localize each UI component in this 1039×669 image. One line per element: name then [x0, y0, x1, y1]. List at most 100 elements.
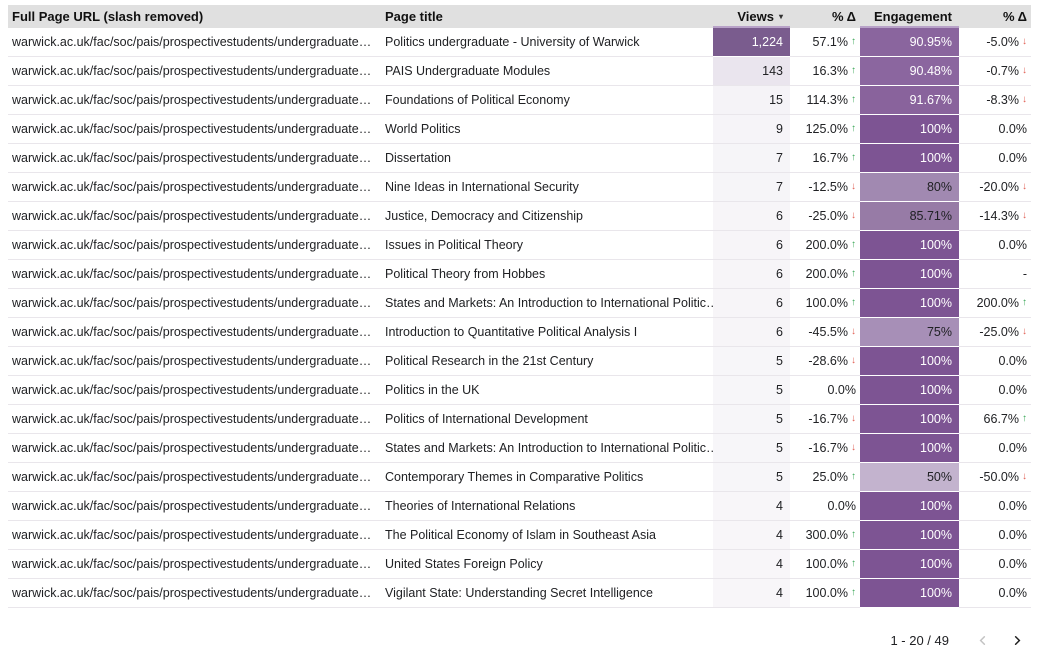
cell-engagement-delta: - — [959, 260, 1031, 289]
cell-url: warwick.ac.uk/fac/soc/pais/prospectivest… — [8, 144, 380, 173]
cell-views-delta: 100.0% ↑ — [790, 550, 860, 579]
table-row: warwick.ac.uk/fac/soc/pais/prospectivest… — [8, 173, 1031, 202]
cell-page-title: States and Markets: An Introduction to I… — [380, 434, 713, 463]
cell-url: warwick.ac.uk/fac/soc/pais/prospectivest… — [8, 289, 380, 318]
cell-url: warwick.ac.uk/fac/soc/pais/prospectivest… — [8, 260, 380, 289]
cell-engagement-delta: -14.3% ↓ — [959, 202, 1031, 231]
delta-arrow-icon: ↓ — [851, 181, 856, 192]
delta-arrow-icon: ↓ — [1022, 94, 1027, 105]
sort-desc-icon: ▾ — [778, 11, 783, 21]
table-header-row: Full Page URL (slash removed) Page title… — [8, 5, 1031, 28]
cell-views-delta: -45.5% ↓ — [790, 318, 860, 347]
delta-arrow-icon: ↓ — [1022, 181, 1027, 192]
delta-arrow-icon: ↑ — [1022, 297, 1027, 308]
cell-engagement: 100% — [860, 289, 959, 318]
cell-engagement: 100% — [860, 115, 959, 144]
chevron-left-icon — [975, 633, 990, 648]
delta-arrow-icon: ↓ — [851, 442, 856, 453]
delta-arrow-icon: ↑ — [1022, 413, 1027, 424]
table-row: warwick.ac.uk/fac/soc/pais/prospectivest… — [8, 86, 1031, 115]
delta-arrow-icon: ↑ — [851, 471, 856, 482]
cell-engagement-delta: 0.0% — [959, 376, 1031, 405]
cell-views-delta: 100.0% ↑ — [790, 579, 860, 608]
column-header-url[interactable]: Full Page URL (slash removed) — [8, 5, 380, 28]
delta-arrow-icon: ↑ — [851, 239, 856, 250]
cell-views: 9 — [713, 115, 790, 144]
cell-views: 143 — [713, 57, 790, 86]
cell-views-delta: 57.1% ↑ — [790, 28, 860, 57]
cell-views-delta: 114.3% ↑ — [790, 86, 860, 115]
chevron-right-icon — [1010, 633, 1025, 648]
cell-page-title: Issues in Political Theory — [380, 231, 713, 260]
cell-engagement: 100% — [860, 376, 959, 405]
delta-arrow-icon: ↓ — [851, 413, 856, 424]
cell-url: warwick.ac.uk/fac/soc/pais/prospectivest… — [8, 231, 380, 260]
cell-url: warwick.ac.uk/fac/soc/pais/prospectivest… — [8, 57, 380, 86]
cell-views: 6 — [713, 231, 790, 260]
table-body: warwick.ac.uk/fac/soc/pais/prospectivest… — [8, 28, 1031, 608]
table-row: warwick.ac.uk/fac/soc/pais/prospectivest… — [8, 144, 1031, 173]
column-header-page-title-label: Page title — [385, 9, 443, 24]
delta-arrow-icon: ↓ — [1022, 210, 1027, 221]
prev-page-button[interactable] — [973, 631, 992, 650]
delta-arrow-icon: ↑ — [851, 152, 856, 163]
cell-engagement: 75% — [860, 318, 959, 347]
cell-page-title: World Politics — [380, 115, 713, 144]
cell-engagement: 100% — [860, 434, 959, 463]
delta-arrow-icon: ↓ — [1022, 36, 1027, 47]
column-header-engagement[interactable]: Engagement — [860, 5, 959, 28]
cell-url: warwick.ac.uk/fac/soc/pais/prospectivest… — [8, 463, 380, 492]
cell-views: 15 — [713, 86, 790, 115]
table-row: warwick.ac.uk/fac/soc/pais/prospectivest… — [8, 492, 1031, 521]
cell-views-delta: 300.0% ↑ — [790, 521, 860, 550]
table-row: warwick.ac.uk/fac/soc/pais/prospectivest… — [8, 318, 1031, 347]
cell-url: warwick.ac.uk/fac/soc/pais/prospectivest… — [8, 550, 380, 579]
cell-views: 7 — [713, 144, 790, 173]
cell-engagement: 50% — [860, 463, 959, 492]
cell-engagement-delta: 0.0% — [959, 434, 1031, 463]
cell-views-delta: -28.6% ↓ — [790, 347, 860, 376]
delta-arrow-icon: ↑ — [851, 297, 856, 308]
column-header-engagement-delta[interactable]: % Δ — [959, 5, 1031, 28]
delta-arrow-icon: ↑ — [851, 587, 856, 598]
cell-page-title: Dissertation — [380, 144, 713, 173]
cell-engagement-delta: -50.0% ↓ — [959, 463, 1031, 492]
cell-views-delta: 16.7% ↑ — [790, 144, 860, 173]
cell-url: warwick.ac.uk/fac/soc/pais/prospectivest… — [8, 376, 380, 405]
cell-engagement: 100% — [860, 579, 959, 608]
cell-url: warwick.ac.uk/fac/soc/pais/prospectivest… — [8, 434, 380, 463]
cell-page-title: Vigilant State: Understanding Secret Int… — [380, 579, 713, 608]
column-header-views-delta[interactable]: % Δ — [790, 5, 860, 28]
cell-url: warwick.ac.uk/fac/soc/pais/prospectivest… — [8, 173, 380, 202]
cell-views-delta: 25.0% ↑ — [790, 463, 860, 492]
cell-views-delta: 16.3% ↑ — [790, 57, 860, 86]
delta-arrow-icon: ↓ — [851, 210, 856, 221]
table-row: warwick.ac.uk/fac/soc/pais/prospectivest… — [8, 405, 1031, 434]
cell-views: 5 — [713, 347, 790, 376]
cell-engagement-delta: -5.0% ↓ — [959, 28, 1031, 57]
delta-arrow-icon: ↓ — [1022, 326, 1027, 337]
column-header-page-title[interactable]: Page title — [380, 5, 713, 28]
cell-page-title: Politics in the UK — [380, 376, 713, 405]
delta-arrow-icon: ↑ — [851, 123, 856, 134]
cell-page-title: Politics of International Development — [380, 405, 713, 434]
cell-views-delta: 0.0% — [790, 492, 860, 521]
cell-engagement: 100% — [860, 521, 959, 550]
table-row: warwick.ac.uk/fac/soc/pais/prospectivest… — [8, 376, 1031, 405]
cell-engagement: 100% — [860, 231, 959, 260]
cell-page-title: Politics undergraduate - University of W… — [380, 28, 713, 57]
cell-page-title: Foundations of Political Economy — [380, 86, 713, 115]
cell-views-delta: -16.7% ↓ — [790, 434, 860, 463]
cell-url: warwick.ac.uk/fac/soc/pais/prospectivest… — [8, 202, 380, 231]
next-page-button[interactable] — [1008, 631, 1027, 650]
table-row: warwick.ac.uk/fac/soc/pais/prospectivest… — [8, 115, 1031, 144]
column-header-views[interactable]: Views ▾ — [713, 5, 790, 28]
table-row: warwick.ac.uk/fac/soc/pais/prospectivest… — [8, 579, 1031, 608]
cell-views-delta: -25.0% ↓ — [790, 202, 860, 231]
cell-page-title: Theories of International Relations — [380, 492, 713, 521]
cell-engagement-delta: 0.0% — [959, 144, 1031, 173]
cell-engagement-delta: 0.0% — [959, 347, 1031, 376]
cell-views: 4 — [713, 521, 790, 550]
cell-engagement: 100% — [860, 492, 959, 521]
cell-page-title: PAIS Undergraduate Modules — [380, 57, 713, 86]
